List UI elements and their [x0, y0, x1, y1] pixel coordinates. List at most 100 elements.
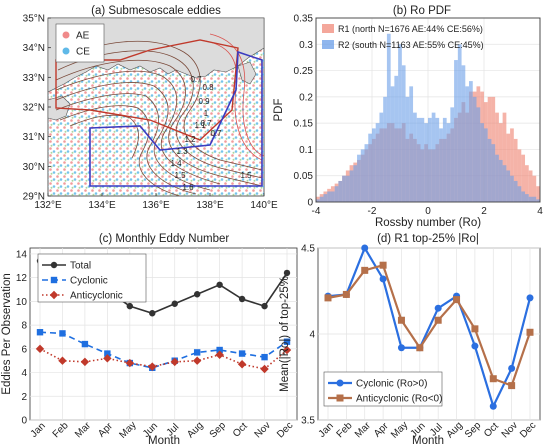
map-xtick-label: 132°E: [34, 200, 62, 211]
panel-d-ylabel: Mean(|Ro|) of top-25%: [279, 276, 291, 392]
legend-label: Cyclonic: [70, 276, 108, 287]
ytick-label: 4: [309, 330, 315, 341]
pdf-ytick-label: 0.1: [299, 145, 313, 156]
month-tick-label: Oct: [482, 421, 501, 440]
legend-marker: [336, 394, 344, 402]
series-point: [36, 329, 44, 336]
series-point: [379, 275, 387, 283]
map-legend-box: [55, 23, 105, 63]
pdf-bar-r1: [521, 154, 526, 202]
month-tick-label: Sep: [208, 420, 229, 441]
contour-label: 1.5: [174, 171, 186, 180]
contour-label: 1.3: [176, 147, 188, 156]
legend-box: [323, 371, 443, 407]
month-tick-label: Dec: [518, 420, 538, 440]
ytick-label: 6: [21, 344, 27, 355]
pdf-legend-swatch: [322, 24, 334, 33]
pdf-bar-r2: [327, 191, 331, 202]
pdf-bar-r2: [450, 107, 455, 202]
series-point: [125, 358, 135, 368]
series-point: [80, 357, 90, 367]
pdf-bar-r2: [457, 44, 462, 203]
ytick-label: 12: [16, 273, 28, 284]
contour-label: 1.2: [184, 135, 196, 144]
pdf-bar-r2: [349, 170, 354, 202]
pdf-bar-r1: [525, 165, 529, 202]
ytick-label: 4.5: [301, 244, 315, 255]
map-legend-label: CE: [76, 47, 90, 58]
pdf-bar-r2: [427, 117, 432, 202]
month-tick-label: Sep: [463, 420, 484, 441]
series-point: [283, 338, 291, 345]
ytick-label: 14: [16, 249, 28, 260]
ytick-label: 4: [21, 368, 27, 379]
series-point: [170, 357, 179, 367]
pdf-bar-r2: [316, 199, 320, 202]
series-point: [526, 294, 534, 302]
month-tick-label: Apr: [96, 420, 115, 439]
pdf-bar-r2: [487, 138, 492, 202]
pdf-bar-r2: [439, 128, 443, 202]
pdf-bar-r2: [338, 180, 343, 202]
pdf-bar-r2: [383, 96, 387, 202]
series-point: [104, 350, 111, 357]
series-point: [126, 302, 134, 310]
pdf-bar-r2: [394, 75, 399, 202]
legend-marker: [336, 379, 344, 387]
pdf-xtick-label: -2: [368, 206, 377, 217]
panel-b-title: (b) Ro PDF: [393, 5, 451, 17]
pdf-bar-r2: [420, 117, 425, 202]
pdf-bar-r2: [528, 196, 533, 202]
series-point: [216, 346, 223, 354]
pdf-xtick-label: 4: [537, 206, 543, 217]
pdf-bar-r2: [368, 133, 372, 202]
series-point: [215, 350, 224, 359]
pdf-bar-r2: [353, 165, 358, 202]
pdf-bar-r2: [502, 165, 507, 202]
series-point: [171, 300, 178, 307]
month-tick-label: Oct: [231, 421, 250, 440]
pdf-ytick-label: 0.3: [299, 40, 313, 51]
series-point: [58, 356, 67, 365]
pdf-bar-r2: [330, 191, 335, 202]
map-legend-label: AE: [76, 31, 90, 42]
legend-label: Cyclonic (Ro>0): [356, 379, 427, 390]
series-point: [434, 304, 442, 312]
map-xtick-label: 140°E: [250, 200, 278, 211]
pdf-bar-r2: [491, 144, 496, 202]
series-point: [489, 375, 497, 383]
ytick-label: 8: [21, 321, 27, 332]
series-point: [193, 349, 201, 356]
legend-label: Anticyclonic: [70, 291, 123, 302]
pdf-bar-r1: [502, 112, 507, 202]
map-legend-marker: [62, 31, 70, 39]
month-tick-label: Jan: [317, 421, 336, 440]
contour-label: 1.4: [170, 159, 182, 168]
pdf-bar-r2: [401, 65, 406, 202]
series-point: [148, 362, 157, 371]
pdf-ytick-label: 0.25: [294, 66, 314, 77]
panel-c-title: (c) Monthly Eddy Number: [99, 233, 230, 245]
pdf-bar-r2: [506, 170, 511, 202]
pdf-bar-r2: [364, 144, 369, 202]
pdf-bar-r2: [431, 112, 436, 202]
map-ytick-label: 34°N: [23, 43, 45, 54]
pdf-bar-r2: [342, 175, 346, 202]
series-point: [260, 364, 269, 374]
pdf-bar-r2: [513, 180, 518, 202]
pdf-bar-r2: [510, 175, 514, 202]
month-tick-label: Mar: [353, 420, 373, 440]
contour-label: 0.8: [202, 83, 214, 92]
month-tick-label: Feb: [335, 420, 355, 440]
panel-c-ylabel: Eddies Per Observation: [1, 273, 13, 394]
series-point: [282, 345, 292, 355]
map-ytick-label: 29°N: [23, 192, 45, 203]
series-point: [471, 342, 479, 350]
contour-label: 0.7: [200, 119, 212, 128]
pdf-bar-r2: [323, 194, 328, 202]
pdf-bar-r2: [413, 112, 417, 202]
series-point: [283, 269, 291, 277]
pdf-bar-r2: [525, 194, 529, 202]
pdf-bar-r2: [476, 107, 481, 202]
peninsula-landmass: [237, 61, 257, 85]
